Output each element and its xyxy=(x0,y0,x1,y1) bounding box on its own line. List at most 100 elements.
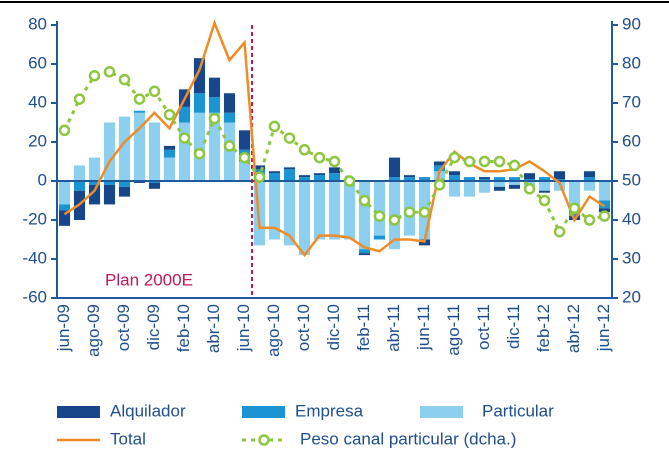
y2-tick-label: 70 xyxy=(622,92,641,111)
bar xyxy=(208,112,221,181)
point xyxy=(508,159,521,172)
legend-label: Peso canal particular (dcha.) xyxy=(300,429,516,448)
point xyxy=(388,214,401,226)
point xyxy=(403,206,416,218)
bar xyxy=(448,171,461,176)
bar xyxy=(358,253,371,256)
y-tick-label: -40 xyxy=(22,248,47,267)
point xyxy=(583,214,596,226)
bar xyxy=(538,181,551,191)
legend-label: Total xyxy=(110,429,146,448)
bar xyxy=(313,175,326,181)
bar xyxy=(433,161,446,166)
bar xyxy=(178,106,191,123)
bar xyxy=(163,145,176,150)
bar xyxy=(223,93,236,113)
point xyxy=(313,151,326,164)
bar xyxy=(403,177,416,181)
bar xyxy=(268,171,281,174)
point xyxy=(103,66,116,78)
bar xyxy=(448,181,461,197)
legend-swatch xyxy=(420,406,463,418)
point xyxy=(493,155,506,168)
legend-swatch xyxy=(242,406,285,418)
point xyxy=(88,69,101,82)
x-tick-label: oct-09 xyxy=(114,304,133,351)
bar xyxy=(58,204,71,211)
point xyxy=(133,93,146,105)
bar xyxy=(508,181,521,185)
y-tick-label: 40 xyxy=(28,92,47,111)
bar xyxy=(523,173,536,180)
legend-label: Particular xyxy=(482,401,554,420)
bar xyxy=(88,184,101,205)
point xyxy=(163,108,176,121)
bar xyxy=(313,173,326,176)
bar xyxy=(193,58,206,94)
point xyxy=(373,210,386,222)
y2-tick-label: 90 xyxy=(622,14,641,33)
bar xyxy=(493,186,506,191)
point xyxy=(358,194,371,207)
bar xyxy=(313,181,326,240)
bar xyxy=(73,181,86,191)
point xyxy=(148,85,161,98)
bar xyxy=(403,175,416,178)
bar xyxy=(88,181,101,185)
bar xyxy=(358,181,371,250)
bar xyxy=(493,181,506,187)
bar xyxy=(463,177,476,181)
x-tick-label: feb-11 xyxy=(354,304,373,351)
bar xyxy=(373,181,386,236)
x-tick-label: feb-12 xyxy=(534,304,553,352)
point xyxy=(208,112,221,125)
point xyxy=(538,194,551,207)
bar xyxy=(538,177,551,181)
point xyxy=(523,183,536,195)
legend-label: Empresa xyxy=(295,401,364,420)
bar xyxy=(268,181,281,240)
point xyxy=(268,120,281,133)
bar xyxy=(343,181,356,240)
bar xyxy=(118,181,131,187)
point xyxy=(283,132,296,144)
y-tick-label: -60 xyxy=(22,287,47,306)
bar xyxy=(448,175,461,181)
y-tick-label: -20 xyxy=(22,209,47,228)
bar xyxy=(208,97,221,113)
bar xyxy=(493,177,506,181)
bar xyxy=(298,181,311,256)
bar xyxy=(133,110,146,113)
point xyxy=(223,140,236,152)
bar xyxy=(598,181,611,201)
bar xyxy=(478,177,491,180)
bar xyxy=(283,181,296,246)
legend-swatch xyxy=(258,434,270,446)
bar xyxy=(238,161,251,181)
bar xyxy=(328,181,341,240)
bar xyxy=(328,167,341,174)
point xyxy=(73,93,86,105)
x-tick-label: abr-11 xyxy=(384,304,403,352)
x-tick-label: jun-12 xyxy=(594,304,613,352)
x-tick-label: feb-10 xyxy=(174,304,193,352)
bar xyxy=(358,249,371,254)
bar xyxy=(103,122,116,181)
point xyxy=(238,151,251,164)
x-tick-label: oct-10 xyxy=(294,304,313,351)
point xyxy=(478,155,491,168)
bar xyxy=(388,177,401,181)
point xyxy=(343,175,356,187)
annotation: Plan 2000E xyxy=(105,270,193,289)
bar xyxy=(508,184,521,189)
point xyxy=(58,124,71,137)
y2-tick-label: 40 xyxy=(622,209,641,228)
bar xyxy=(193,112,206,181)
x-tick-label: ago-11 xyxy=(444,304,463,356)
point xyxy=(328,155,341,168)
bar xyxy=(418,177,431,181)
bar xyxy=(73,165,86,181)
x-tick-label: jun-11 xyxy=(414,304,433,351)
point xyxy=(598,210,611,222)
x-tick-label: dic-10 xyxy=(324,304,343,350)
